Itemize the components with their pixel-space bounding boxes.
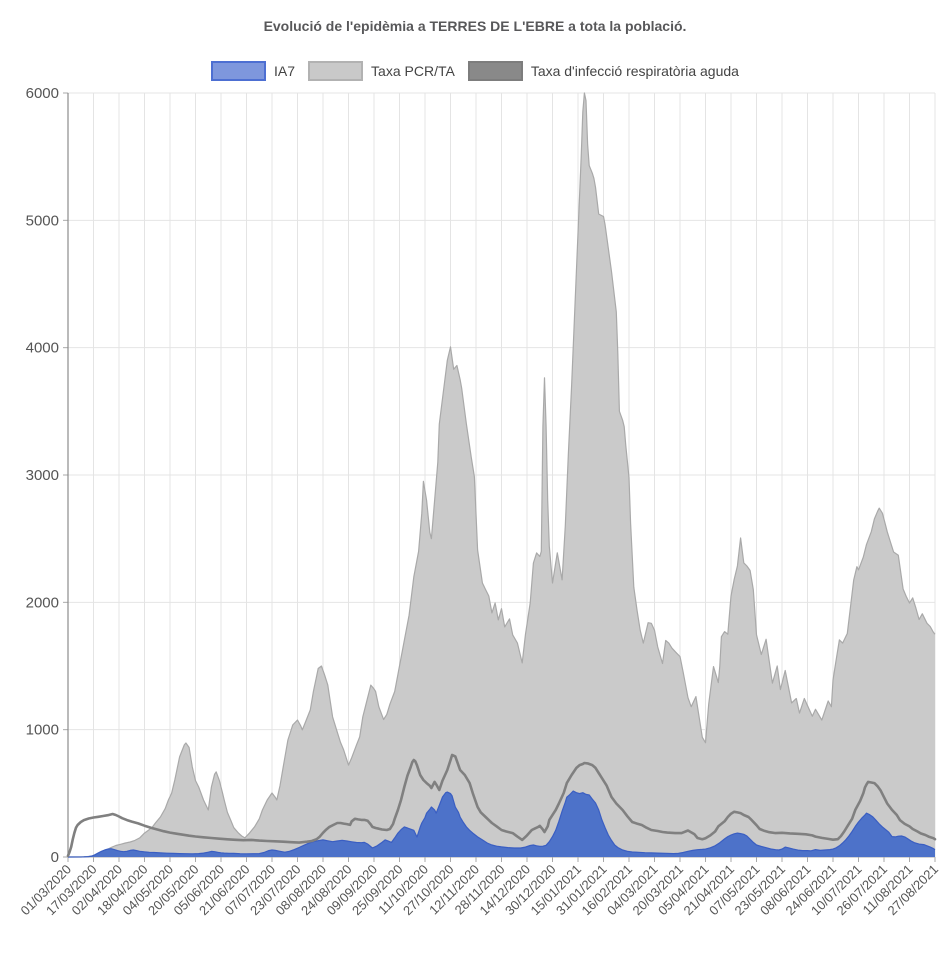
y-axis-label: 0 [51, 849, 59, 866]
legend-swatch-taxa-pcr-ta [308, 61, 364, 81]
legend-item-taxa-pcr-ta[interactable]: Taxa PCR/TA [308, 61, 455, 81]
y-axis-label: 4000 [26, 340, 59, 357]
legend-label: IA7 [274, 63, 296, 79]
y-axis-label: 6000 [26, 85, 59, 102]
legend-swatch-ia7 [211, 61, 267, 81]
legend-item-ia7[interactable]: IA7 [211, 61, 295, 81]
series-taxa-d-infecci-respirat-ria-aguda [66, 753, 937, 858]
y-axis-label: 3000 [26, 467, 59, 484]
legend-item-taxa-d-infecci-respirat-ria-aguda[interactable]: Taxa d'infecció respiratòria aguda [467, 61, 739, 81]
y-axis-label: 1000 [26, 722, 59, 739]
series-ia7 [67, 790, 936, 858]
legend: IA7 Taxa PCR/TA Taxa d'infecció respiratòr… [0, 61, 950, 81]
chart-title: Evolució de l'epidèmia a TERRES DE L'EBR… [263, 18, 687, 34]
legend-swatch-taxa-d-infecci-respirat-ria-aguda [467, 61, 523, 81]
y-axis-label: 2000 [26, 594, 59, 611]
legend-label: Taxa PCR/TA [371, 63, 455, 79]
legend-label: Taxa d'infecció respiratòria aguda [530, 63, 739, 79]
series [66, 92, 937, 858]
y-axis-label: 5000 [26, 212, 59, 229]
series-taxa-pcr-ta [68, 92, 936, 858]
